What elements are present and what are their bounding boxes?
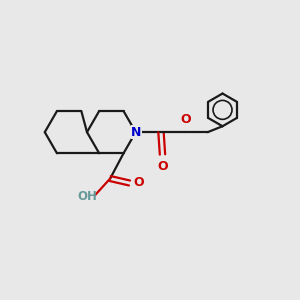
Text: O: O [134, 176, 144, 190]
Text: OH: OH [77, 190, 97, 203]
Text: O: O [157, 160, 168, 173]
Text: O: O [180, 113, 191, 126]
Text: N: N [131, 126, 142, 139]
